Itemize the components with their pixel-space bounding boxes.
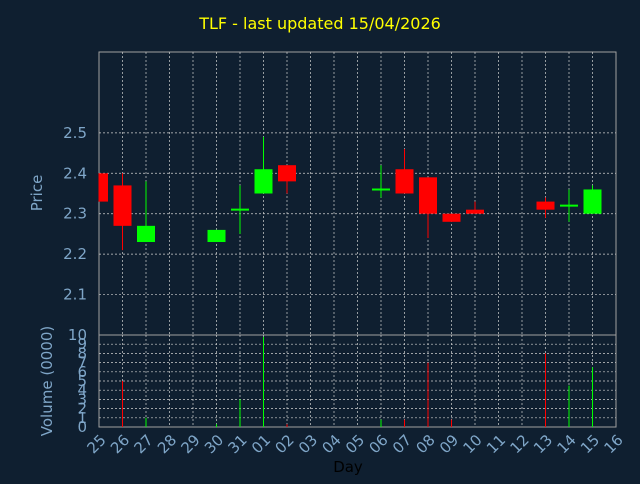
x-tick-label: 08 (413, 431, 439, 457)
volume-tick-label: 1 (77, 409, 87, 427)
candle-body (207, 229, 226, 243)
x-tick-label: 05 (342, 431, 368, 457)
x-tick-label: 31 (225, 431, 251, 457)
candle-body (395, 169, 414, 194)
candle-body (99, 173, 108, 202)
x-tick-label: 15 (577, 431, 603, 457)
price-tick-label: 2.4 (63, 164, 87, 182)
volume-tick-label: 8 (77, 344, 87, 362)
x-tick-label: 27 (131, 431, 157, 457)
candle-body (536, 201, 555, 210)
price-tick-label: 2.2 (63, 245, 87, 263)
candle-body (254, 169, 273, 194)
candle-body (583, 189, 602, 214)
x-tick-label: 16 (601, 431, 627, 457)
x-axis-label: Day (333, 458, 363, 476)
price-tick-label: 2.3 (63, 205, 87, 223)
x-tick-label: 13 (530, 431, 556, 457)
x-tick-label: 01 (248, 431, 274, 457)
price-axis-label: Price (28, 175, 46, 212)
candle-body (466, 209, 484, 214)
volume-tick-label: 9 (77, 335, 87, 353)
volume-axis-label: Volume (0000) (38, 326, 56, 436)
candle-body (137, 225, 155, 243)
volume-tick-label: 0 (77, 418, 87, 436)
x-tick-label: 14 (554, 431, 580, 457)
x-tick-label: 02 (272, 431, 298, 457)
x-tick-label: 10 (460, 431, 486, 457)
volume-tick-label: 7 (77, 354, 87, 372)
x-tick-label: 30 (201, 431, 227, 457)
price-tick-label: 2.5 (63, 124, 87, 142)
x-tick-label: 09 (436, 431, 462, 457)
x-tick-label: 04 (319, 431, 345, 457)
x-tick-label: 11 (483, 431, 509, 457)
chart-title: TLF - last updated 15/04/2026 (199, 14, 441, 33)
volume-tick-label: 4 (77, 381, 87, 399)
x-tick-label: 07 (389, 431, 415, 457)
candle-body (278, 165, 296, 182)
x-tick-label: 03 (295, 431, 321, 457)
volume-tick-label: 3 (77, 390, 87, 408)
x-tick-label: 25 (84, 431, 110, 457)
volume-tick-label: 10 (68, 326, 87, 344)
x-axis: 2526272829303101020304050607080910111213… (84, 431, 627, 457)
volume-tick-label: 2 (77, 400, 87, 418)
candle-body (442, 213, 461, 222)
candle-body (419, 177, 437, 214)
price-panel: 2.1 2.2 2.3 2.4 2.5 (63, 51, 617, 336)
x-tick-label: 28 (154, 431, 180, 457)
volume-tick-label: 6 (77, 363, 87, 381)
x-tick-label: 26 (107, 431, 133, 457)
candle-body (113, 185, 132, 226)
x-tick-label: 29 (178, 431, 204, 457)
price-tick-label: 2.1 (63, 286, 87, 304)
volume-tick-label: 5 (77, 372, 87, 390)
x-tick-label: 12 (507, 431, 533, 457)
x-tick-label: 06 (366, 431, 392, 457)
